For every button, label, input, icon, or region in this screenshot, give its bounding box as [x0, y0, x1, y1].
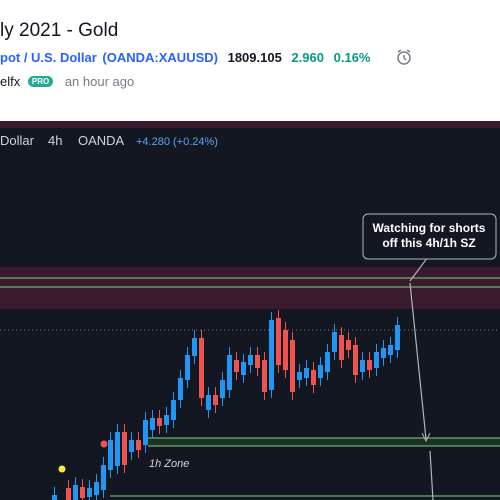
- candle-body: [129, 440, 134, 452]
- candle-body: [101, 465, 106, 490]
- candle-body: [325, 352, 330, 372]
- candle-body: [388, 345, 393, 355]
- candle-body: [360, 360, 365, 372]
- candle-body: [192, 338, 197, 356]
- candle-body: [122, 432, 127, 465]
- candle-body: [136, 440, 141, 450]
- candle-body: [143, 420, 148, 445]
- candle-body: [66, 488, 71, 500]
- alert-icon[interactable]: [394, 47, 414, 67]
- candle-body: [339, 335, 344, 360]
- pro-badge: PRO: [27, 76, 54, 87]
- zone-label: 1h Zone: [149, 458, 189, 470]
- legend-exchange: OANDA: [78, 133, 125, 148]
- candle-body: [269, 320, 274, 390]
- candle-body: [94, 482, 99, 495]
- candles: [52, 310, 400, 500]
- symbol-row: pot / U.S. Dollar (OANDA:XAUUSD) 1809.10…: [0, 50, 371, 65]
- candle-body: [171, 400, 176, 420]
- change: 2.960: [291, 50, 324, 65]
- candle-body: [185, 355, 190, 380]
- candle-body: [234, 360, 239, 372]
- candle-body: [262, 360, 267, 392]
- candle-body: [332, 332, 337, 352]
- candle-body: [164, 415, 169, 425]
- candle-body: [178, 378, 183, 400]
- candle-body: [227, 355, 232, 390]
- callout-line: off this 4h/1h SZ: [382, 236, 475, 250]
- candle-body: [199, 338, 204, 398]
- candle-body: [290, 340, 295, 392]
- chart: Dollar 4h OANDA +4.280 (+0.24%) 1h Zone …: [0, 121, 500, 500]
- legend-symbol: Dollar: [0, 133, 35, 148]
- candle-body: [374, 352, 379, 368]
- candle-body: [87, 488, 92, 497]
- candle-body: [283, 330, 288, 370]
- candle-body: [248, 355, 253, 365]
- candle-body: [220, 380, 225, 398]
- legend-change: +4.280 (+0.24%): [136, 136, 218, 148]
- time: an hour ago: [64, 74, 135, 89]
- candle-body: [367, 360, 372, 370]
- candle-body: [115, 432, 120, 466]
- candle-body: [395, 325, 400, 350]
- change-pct: 0.16%: [333, 50, 371, 65]
- callout-line: Watching for shorts: [373, 221, 486, 235]
- idea-title: ly 2021 - Gold: [0, 20, 119, 41]
- candle-body: [276, 318, 281, 365]
- author-name[interactable]: elfx: [0, 74, 21, 89]
- legend-interval: 4h: [48, 133, 62, 148]
- candle-body: [213, 395, 218, 405]
- candle-body: [52, 495, 57, 500]
- author-row: elfx PRO an hour ago: [0, 74, 134, 89]
- candle-body: [255, 355, 260, 368]
- candle-body: [311, 370, 316, 385]
- candle-body: [297, 372, 302, 380]
- price: 1809.105: [227, 50, 282, 65]
- candle-body: [73, 485, 78, 500]
- candle-body: [80, 487, 85, 498]
- symbol-name[interactable]: pot / U.S. Dollar: [0, 50, 97, 65]
- symbol-code[interactable]: (OANDA:XAUUSD): [102, 50, 218, 65]
- candle-body: [353, 345, 358, 375]
- candle-body: [318, 365, 323, 378]
- candle-body: [241, 362, 246, 375]
- candle-body: [108, 440, 113, 470]
- candle-body: [150, 418, 155, 430]
- candle-body: [206, 395, 211, 410]
- candle-body: [346, 340, 351, 350]
- candle-body: [157, 418, 162, 426]
- candle-body: [304, 368, 309, 378]
- candle-body: [381, 348, 386, 358]
